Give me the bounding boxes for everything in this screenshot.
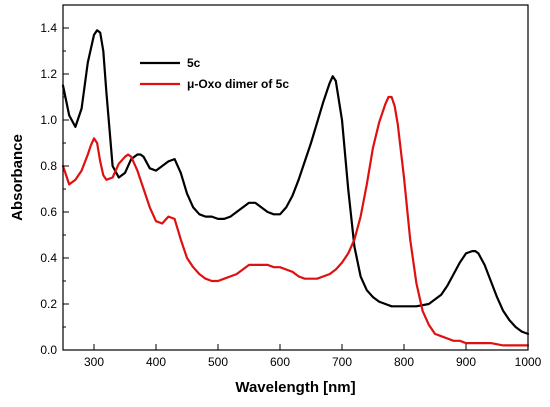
y-tick-label: 1.4 — [40, 21, 57, 35]
y-tick-label: 0.8 — [40, 159, 57, 173]
x-tick-label: 1000 — [515, 355, 542, 369]
x-axis-title: Wavelength [nm] — [235, 379, 355, 396]
y-tick-label: 1.0 — [40, 113, 57, 127]
x-tick-label: 400 — [146, 355, 166, 369]
y-tick-label: 0.0 — [40, 343, 57, 357]
x-tick-label: 300 — [84, 355, 104, 369]
x-tick-label: 600 — [270, 355, 290, 369]
legend: 5c μ-Oxo dimer of 5c — [140, 56, 289, 91]
axes-layer: 300 400 500 600 700 800 900 1000 0.0 0.2 0.4 0.6 0.8… — [40, 4, 542, 369]
legend-label-1: 5c — [187, 56, 201, 70]
y-tick-label: 0.4 — [40, 251, 57, 265]
x-tick-label: 900 — [456, 355, 476, 369]
series-layer — [61, 29, 530, 347]
plot-frame — [62, 4, 529, 351]
series-line-2 — [61, 95, 530, 347]
y-tick-label: 0.6 — [40, 205, 57, 219]
x-tick-label: 700 — [332, 355, 352, 369]
legend-label-2: μ-Oxo dimer of 5c — [187, 77, 289, 91]
x-tick-label: 800 — [394, 355, 414, 369]
x-tick-label: 500 — [208, 355, 228, 369]
y-tick-label: 1.2 — [40, 67, 57, 81]
y-axis-title: Absorbance — [9, 134, 26, 221]
series-line-1 — [61, 29, 530, 335]
y-tick-label: 0.2 — [40, 297, 57, 311]
